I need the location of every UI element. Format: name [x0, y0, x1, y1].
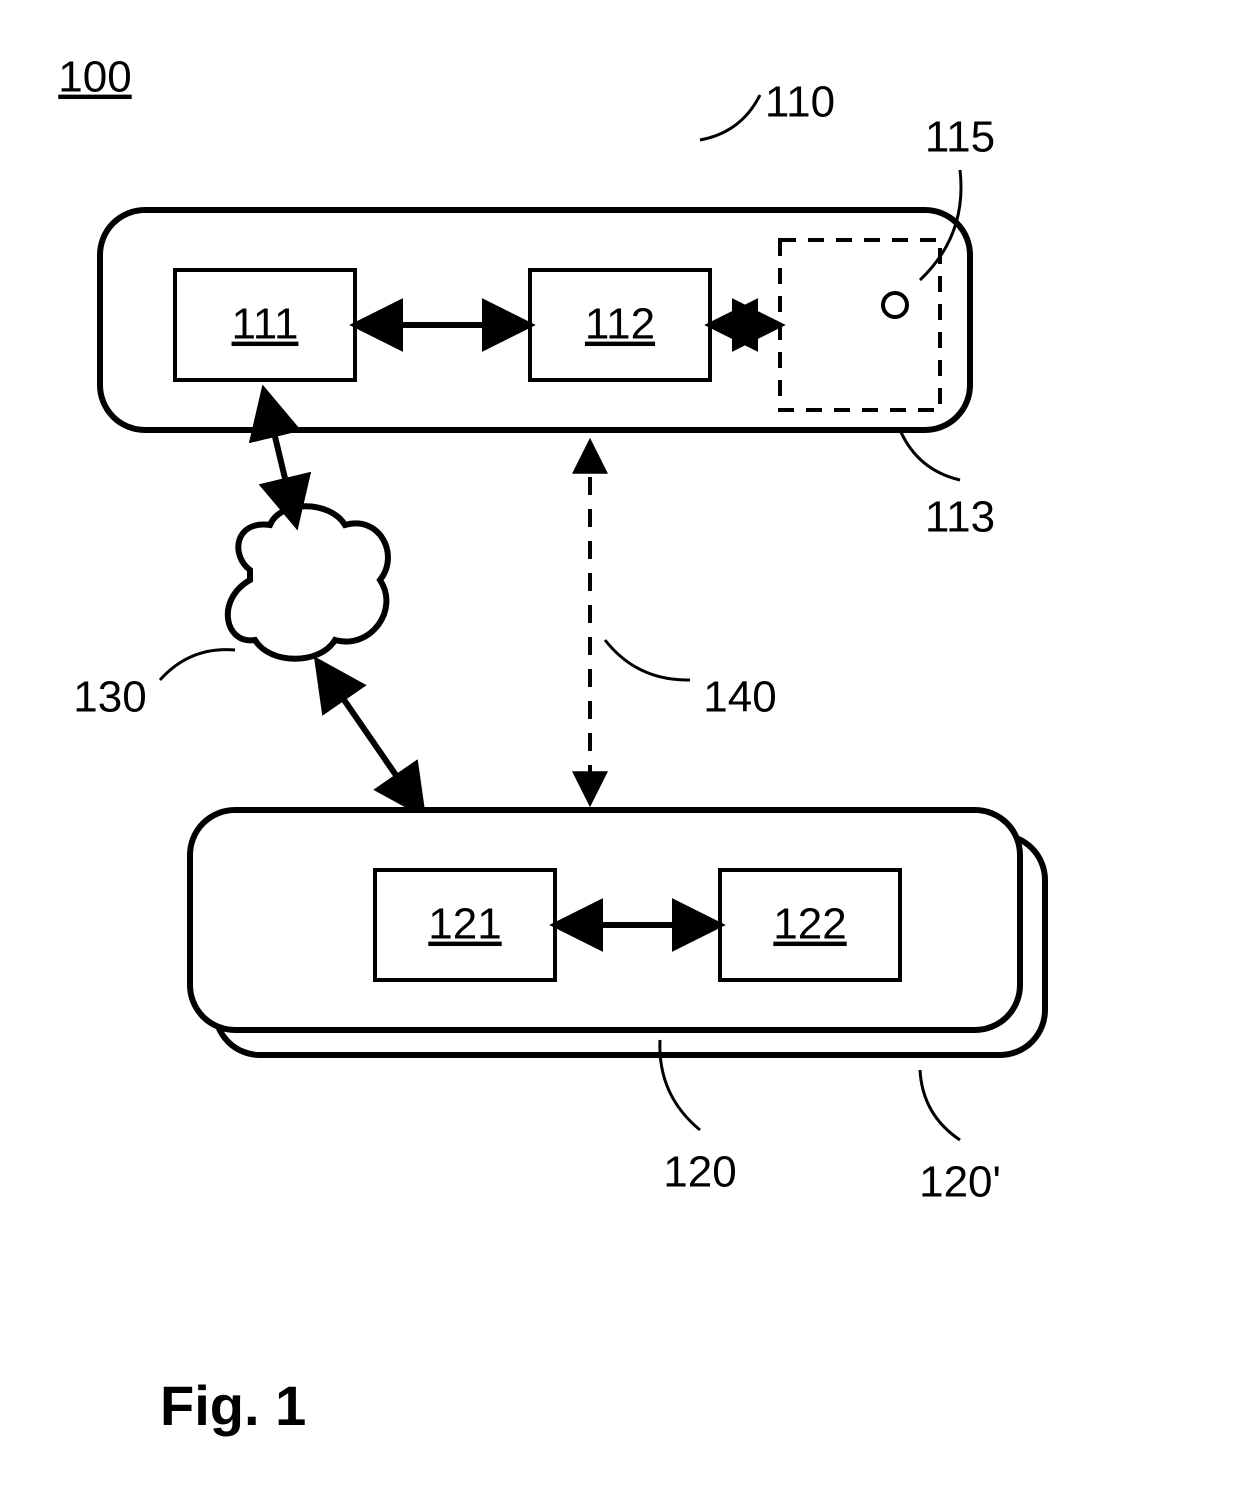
ref-120-prime: 120' — [919, 1158, 1001, 1207]
leader-113 — [900, 430, 960, 480]
label-122: 122 — [773, 900, 846, 949]
leader-140 — [605, 640, 690, 680]
label-112: 112 — [585, 300, 655, 349]
ref-130: 130 — [73, 673, 146, 722]
sensor-115 — [883, 293, 907, 317]
leader-130 — [160, 650, 235, 680]
leader-120-prime — [920, 1070, 960, 1140]
leader-110 — [700, 95, 760, 140]
ref-140: 140 — [703, 673, 776, 722]
label-121: 121 — [428, 900, 501, 949]
figure-label: Fig. 1 — [160, 1374, 306, 1437]
ref-115: 115 — [925, 113, 995, 162]
diagram-canvas: 100 110 111 112 113 115 130 140 121 122 … — [0, 0, 1240, 1512]
label-111: 111 — [232, 300, 299, 349]
system-ref-label: 100 — [58, 53, 131, 102]
ref-120: 120 — [663, 1148, 736, 1197]
ref-113: 113 — [925, 493, 995, 542]
ref-110: 110 — [765, 78, 835, 127]
arrow-cloud-121 — [320, 665, 420, 810]
cloud-130 — [228, 506, 388, 659]
